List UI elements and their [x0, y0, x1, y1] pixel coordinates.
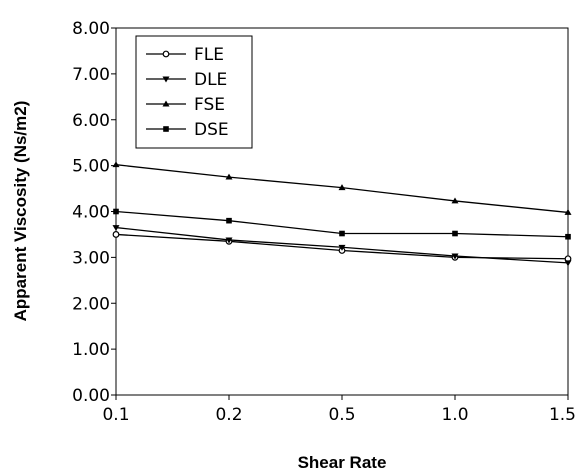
x-tick-label: 0.2: [215, 405, 242, 425]
y-tick-label: 1.00: [72, 340, 110, 360]
series-dse: [113, 208, 571, 240]
y-tick-label: 6.00: [72, 111, 110, 131]
y-axis: 0.00 1.00 2.00 3.00 4.00 5.00 6.00 7.00 8.00: [72, 19, 116, 406]
data-point-dle: [564, 260, 572, 267]
legend-item-dle: DLE: [146, 70, 227, 90]
legend-label: FLE: [194, 45, 224, 65]
data-point-dse: [452, 230, 458, 237]
x-tick-label: 0.1: [102, 405, 129, 425]
x-axis: 0.1 0.2 0.5 1.0 1.5: [102, 395, 576, 425]
data-point-dle: [112, 225, 120, 232]
data-point-dse: [113, 208, 119, 215]
data-point-dle: [451, 253, 459, 260]
data-point-fse: [338, 184, 346, 191]
x-tick-label: 0.5: [328, 405, 355, 425]
legend-marker: [162, 100, 170, 107]
data-point-dle: [338, 244, 346, 251]
data-point-dle: [225, 237, 233, 244]
y-tick-label: 4.00: [72, 203, 110, 223]
series-dle: [112, 225, 572, 267]
y-tick-label: 5.00: [72, 157, 110, 177]
data-point-fse: [451, 197, 459, 204]
legend-label: FSE: [194, 95, 225, 115]
legend-marker: [163, 126, 169, 132]
y-tick-label: 0.00: [72, 386, 110, 406]
legend-item-dse: DSE: [146, 120, 229, 140]
data-point-dse: [339, 230, 345, 237]
legend-item-fle: FLE: [146, 45, 224, 65]
data-point-dse: [565, 233, 571, 240]
legend: FLE DLE FSE DSE: [135, 35, 253, 149]
data-point-fse: [112, 161, 120, 168]
data-point-fse: [225, 173, 233, 180]
x-tick-label: 1.0: [441, 405, 468, 425]
legend-marker: [162, 76, 170, 83]
y-tick-label: 2.00: [72, 294, 110, 314]
legend-label: DSE: [194, 120, 229, 140]
data-point-fle: [112, 231, 120, 238]
x-axis-title: Shear Rate: [298, 453, 387, 472]
legend-item-fse: FSE: [146, 95, 225, 115]
data-point-fse: [564, 208, 572, 215]
data-point-dse: [226, 217, 232, 224]
y-axis-title: Apparent Viscosity (Ns/m2): [11, 101, 30, 322]
series-layer: [112, 161, 572, 267]
x-tick-label: 1.5: [549, 405, 576, 425]
legend-label: DLE: [194, 70, 227, 90]
series-fse: [112, 161, 572, 215]
y-tick-label: 3.00: [72, 248, 110, 268]
legend-marker: [162, 50, 170, 58]
y-tick-label: 8.00: [72, 19, 110, 39]
y-tick-label: 7.00: [72, 65, 110, 85]
